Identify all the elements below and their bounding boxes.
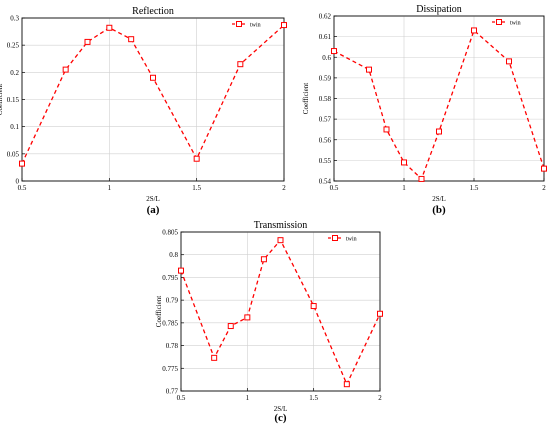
y-tick-label: 0.57 [319, 116, 332, 124]
x-tick-label: 1 [246, 394, 250, 402]
x-tick-label: 1 [402, 184, 406, 192]
legend-marker [496, 19, 502, 25]
data-point [244, 314, 251, 321]
plot-border [333, 15, 545, 182]
data-point [106, 24, 113, 31]
data-point [331, 48, 337, 55]
y-axis-label: Coefficient [0, 84, 4, 115]
y-tick-label: 0.59 [319, 74, 332, 82]
y-tick-label: 0.785 [162, 319, 178, 327]
panel-label: (a) [147, 204, 160, 216]
data-point [19, 160, 25, 167]
y-tick-label: 0.6 [322, 54, 331, 62]
y-tick-label: 0.3 [10, 15, 19, 23]
data-point [193, 155, 200, 162]
y-tick-label: 0.8 [169, 251, 178, 259]
y-tick-label: 0.2 [10, 69, 19, 77]
data-point [62, 66, 69, 73]
legend-label: twin [510, 21, 521, 27]
legend-marker [236, 21, 242, 27]
data-point [436, 128, 442, 135]
x-tick-label: 0.5 [177, 394, 186, 402]
data-point [383, 126, 390, 133]
data-point [277, 237, 284, 244]
series-line [180, 239, 381, 386]
y-axis-label: Coefficient [302, 83, 310, 114]
data-point [541, 165, 547, 172]
x-tick-label: 1 [108, 184, 112, 192]
data-point [366, 66, 372, 73]
data-point [227, 323, 234, 330]
data-point [178, 267, 184, 274]
data-point [281, 22, 287, 29]
chart-title: Transmission [254, 220, 308, 231]
y-tick-label: 0.56 [319, 136, 332, 144]
y-tick-label: 0.805 [162, 229, 178, 237]
panel-label: (b) [432, 204, 446, 216]
data-point [150, 74, 156, 81]
data-point [128, 36, 135, 43]
x-axis-label: 2S/L [146, 195, 160, 203]
data-point [84, 38, 91, 45]
legend-label: twin [250, 23, 261, 29]
data-point [260, 256, 267, 263]
x-tick-label: 1.5 [309, 394, 318, 402]
data-point [401, 159, 407, 166]
panel-label: (c) [274, 412, 287, 424]
x-tick-label: 0.5 [330, 184, 339, 192]
x-tick-label: 1.5 [470, 184, 479, 192]
y-axis-label: Coefficient [155, 296, 163, 327]
legend-label: twin [346, 237, 357, 243]
y-tick-label: 0.795 [162, 274, 178, 282]
chart-panel-3: 0.5 1 1.5 2 0.77 0.775 0.78 0.785 0.79 0.795 0.8 0.… [155, 220, 383, 424]
data-point [506, 58, 512, 65]
y-tick-label: 0.61 [319, 33, 332, 41]
y-tick-label: 0.58 [319, 95, 332, 103]
x-axis-label: 2S/L [274, 405, 288, 413]
plot-frame [180, 231, 381, 392]
chart-title: Reflection [132, 6, 174, 17]
chart-panel-2: 0.5 1 1.5 2 0.54 0.55 0.56 0.57 0.58 0.59 0.6 0.61 0… [302, 4, 547, 216]
legend-marker [332, 235, 338, 241]
y-tick-label: 0.775 [162, 365, 178, 373]
plot-border [21, 17, 285, 182]
y-tick-label: 0.1 [10, 123, 19, 131]
data-point [211, 354, 218, 361]
data-point [377, 310, 383, 317]
data-point [237, 61, 244, 68]
data-point [310, 303, 317, 310]
y-tick-label: 0.78 [166, 342, 179, 350]
data-point [471, 27, 477, 34]
x-tick-label: 2 [282, 184, 286, 192]
data-point [418, 175, 425, 182]
data-point [343, 381, 350, 388]
x-tick-label: 2 [542, 184, 546, 192]
y-tick-label: 0.15 [7, 96, 20, 104]
y-tick-label: 0.79 [166, 297, 179, 305]
x-tick-label: 1.5 [192, 184, 201, 192]
y-tick-label: 0.25 [7, 42, 20, 50]
y-tick-label: 0 [16, 178, 20, 186]
y-tick-label: 0.62 [319, 13, 332, 21]
y-tick-label: 0.55 [319, 157, 332, 165]
y-tick-label: 0.54 [319, 178, 332, 186]
x-tick-label: 0.5 [18, 184, 27, 192]
chart-panel-1: 0.5 1 1.5 2 0 0.05 0.1 0.15 0.2 0.25 0.3 Reflection… [0, 6, 287, 216]
chart-title: Dissipation [416, 4, 462, 15]
y-tick-label: 0.77 [166, 388, 179, 396]
y-tick-label: 0.05 [7, 150, 20, 158]
x-tick-label: 2 [378, 394, 382, 402]
x-axis-label: 2S/L [432, 195, 446, 203]
